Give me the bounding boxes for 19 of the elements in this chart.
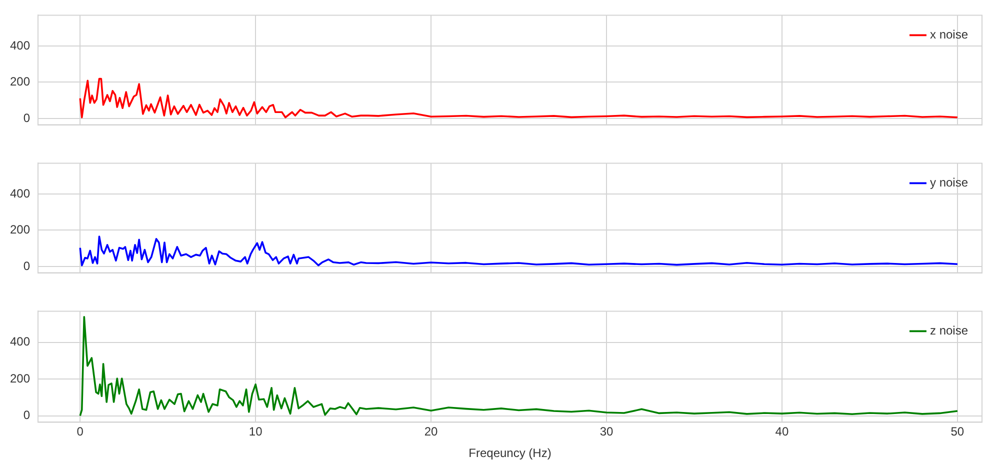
y-tick-label: 0 [23,110,30,125]
x-tick-label: 30 [600,424,614,439]
x-tick-label: 50 [950,424,964,439]
y-tick-label: 400 [10,38,30,52]
y-tick-label: 0 [23,258,30,273]
x-tick-label: 10 [248,424,263,439]
x-axis-title: Freqeuncy (Hz) [468,446,552,460]
legend-label: y noise [930,176,968,190]
y-tick-label: 0 [23,408,30,422]
legend-label: x noise [930,28,968,42]
legend-label: z noise [930,324,968,338]
y-tick-label: 400 [10,334,30,349]
x-tick-label: 20 [424,424,438,439]
y-tick-label: 200 [10,371,30,386]
x-tick-label: 0 [76,424,84,439]
x-tick-label: 40 [775,424,789,439]
y-tick-label: 200 [10,74,30,89]
y-tick-label: 400 [10,186,30,200]
y-tick-label: 200 [10,222,30,237]
